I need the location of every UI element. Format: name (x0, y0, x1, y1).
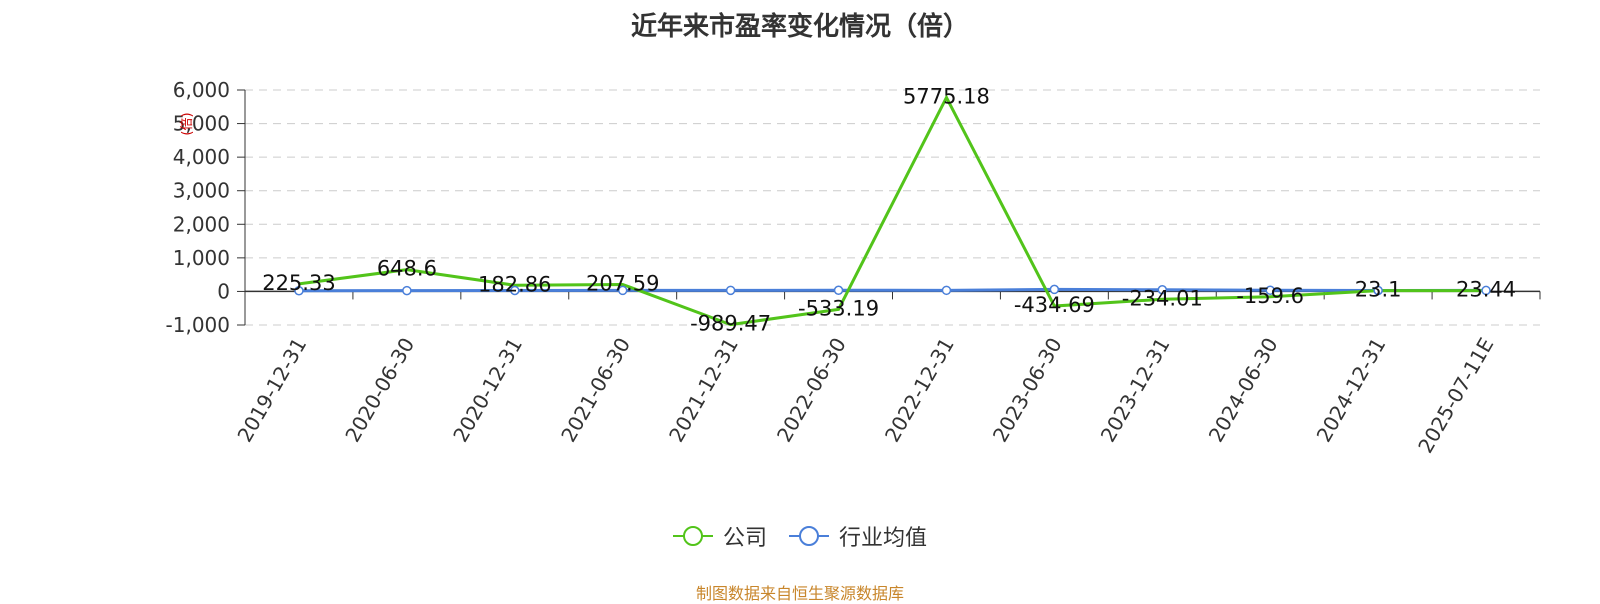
industry-point (294, 286, 304, 296)
x-tick-label: 2025-07-11E (1413, 334, 1498, 458)
industry-point (941, 285, 952, 296)
legend-industry-label: 行业均值 (839, 526, 928, 551)
company-data-label: -989.47 (690, 312, 771, 336)
company-data-label: 5775.18 (903, 85, 990, 109)
y-tick-label: 6,000 (173, 78, 230, 102)
industry-point (1157, 285, 1168, 295)
x-tick-label: 2023-12-31 (1096, 334, 1175, 447)
industry-point (1265, 285, 1275, 296)
legend-company-swatch (672, 526, 713, 546)
company-data-label: -159.6 (1236, 284, 1304, 308)
y-tick-label: -1,000 (166, 313, 230, 337)
company-data-label: -434.69 (1014, 293, 1095, 317)
x-tick-label: 2021-06-30 (556, 334, 635, 447)
x-tick-label: 2023-06-30 (988, 334, 1067, 447)
legend: 公司 行业均值 (0, 520, 1600, 552)
legend-industry-swatch (789, 526, 829, 546)
company-data-label: 23.44 (1456, 278, 1516, 302)
source-note: 制图数据来自恒生聚源数据库 (695, 584, 904, 603)
industry-point (402, 285, 412, 296)
x-tick-label: 2020-06-30 (340, 334, 419, 447)
industry-series-line (298, 287, 1487, 293)
industry-point (833, 285, 844, 296)
legend-company-label: 公司 (722, 526, 767, 551)
company-data-label: 23.1 (1355, 278, 1402, 302)
company-data-label: -234.01 (1122, 286, 1203, 310)
company-data-label: 225.33 (262, 271, 335, 295)
x-tick-label: 2024-12-31 (1312, 334, 1391, 447)
y-tick-label: 2,000 (173, 212, 230, 236)
x-tick-label: 2024-06-30 (1204, 334, 1283, 447)
industry-point (725, 285, 736, 296)
x-tick-label: 2021-12-31 (664, 334, 743, 447)
y-tick-label: 5,000 (173, 112, 230, 136)
legend-item-company[interactable]: 公司 (672, 520, 767, 552)
chart-title: 近年来市盈率变化情况（倍） (630, 12, 969, 42)
x-tick-label: 2022-12-31 (880, 333, 959, 446)
x-tick-label: 2020-12-31 (448, 334, 527, 447)
company-data-label: 207.59 (586, 271, 659, 295)
y-tick-label: 3,000 (173, 179, 230, 203)
y-axis-label: (倍) (180, 112, 195, 135)
y-tick-label: 4,000 (173, 145, 230, 169)
industry-point (510, 285, 520, 296)
legend-item-industry[interactable]: 行业均值 (789, 520, 927, 552)
industry-point (1481, 285, 1491, 296)
company-data-label: 648.6 (377, 257, 437, 281)
y-tick-label: 0 (217, 279, 230, 303)
industry-point (617, 285, 628, 296)
industry-point (1049, 284, 1060, 295)
x-tick-label: 2019-12-31 (232, 334, 311, 447)
x-tick-label: 2022-06-30 (772, 334, 851, 447)
company-series-line (298, 94, 1487, 327)
y-tick-label: 1,000 (173, 246, 230, 270)
industry-point (1373, 285, 1383, 296)
company-data-label: -533.19 (798, 296, 879, 320)
company-data-label: 182.86 (478, 272, 551, 296)
